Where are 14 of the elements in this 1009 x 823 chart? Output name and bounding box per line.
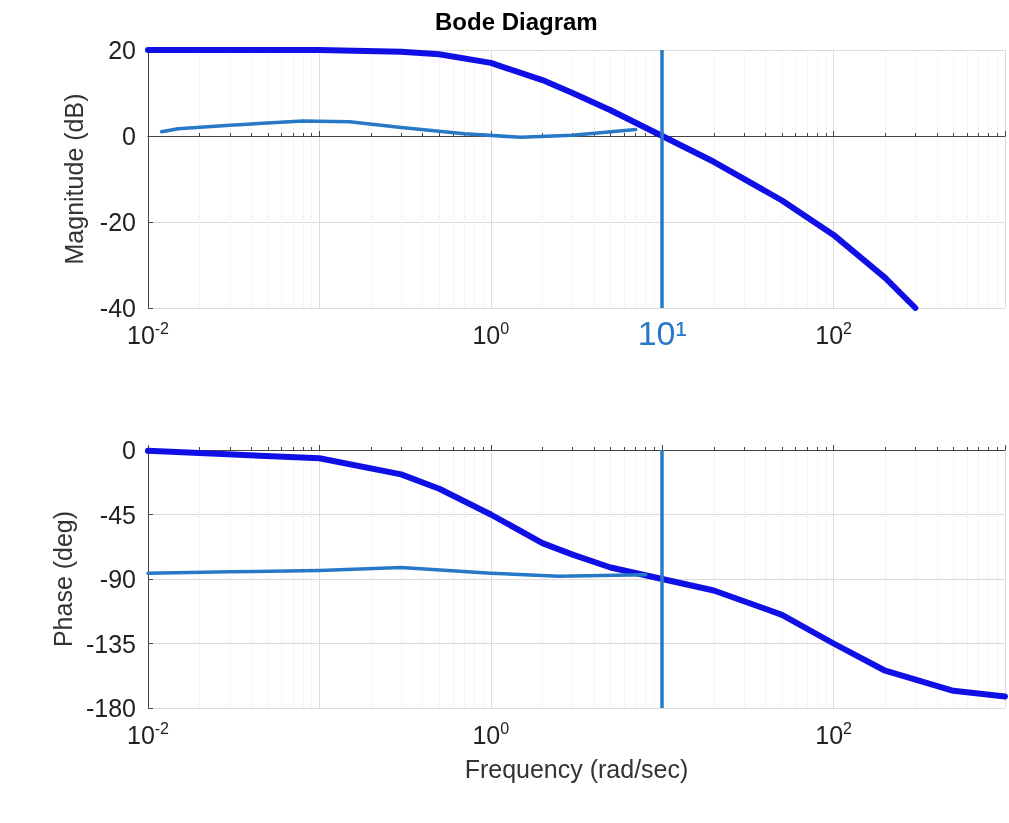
y-tick-label: -180 [85,694,136,722]
y-tick-label: 20 [108,36,136,64]
y-tick-label: -20 [99,208,136,236]
y-tick-label: -45 [99,500,136,529]
y-tick-label: -135 [85,629,136,658]
y-tick-label: 0 [122,436,136,464]
ref-line-label: 10¹ [637,314,687,352]
y-tick-label: -90 [99,565,136,593]
y-tick-label: -40 [99,294,136,322]
y-tick-label: 0 [122,122,136,150]
chart-title: Bode Diagram [435,7,598,35]
x-axis-title: Frequency (rad/sec) [464,754,689,783]
y-axis-title: Magnitude (dB) [59,93,88,265]
y-axis-title: Phase (deg) [48,510,77,648]
